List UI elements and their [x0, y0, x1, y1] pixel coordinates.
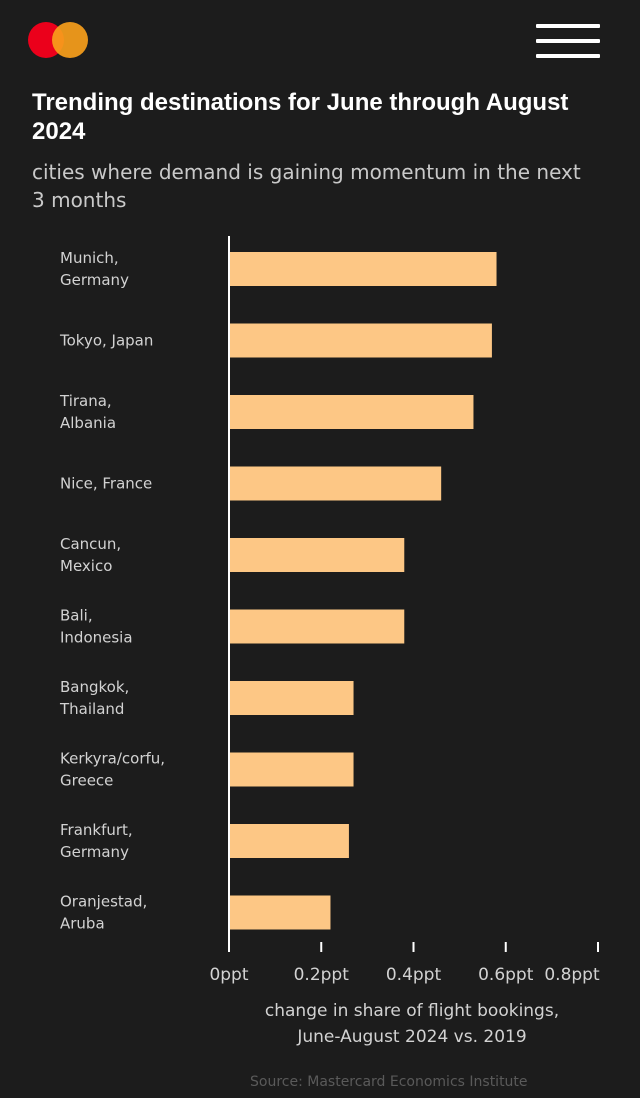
- category-label-line: Aruba: [60, 915, 105, 933]
- bar: [230, 824, 349, 858]
- bar: [230, 681, 354, 715]
- x-tick-label: 0.8ppt: [544, 965, 600, 985]
- bar: [230, 752, 354, 787]
- bar-chart: Munich, Germany Tokyo, Japan Tirana, Albania…: [59, 236, 600, 985]
- category-label-line: Indonesia: [60, 629, 133, 647]
- bar: [230, 538, 405, 572]
- menu-line: [536, 39, 600, 43]
- x-tick-label: 0.4ppt: [386, 965, 442, 985]
- category-label-line: Mexico: [60, 557, 112, 575]
- x-axis-label-line-1: change in share of flight bookings,: [264, 1001, 560, 1021]
- logo-orange-circle: [52, 22, 88, 58]
- x-tick-label: 0.6ppt: [478, 965, 534, 985]
- category-label-line: Nice, France: [60, 475, 152, 493]
- category-label-line: Cancun,: [60, 535, 121, 553]
- category-label: Tokyo, Japan: [59, 332, 153, 350]
- bar: [230, 323, 492, 358]
- x-tick-label: 0.2ppt: [294, 965, 350, 985]
- x-tick-label: 0ppt: [209, 965, 248, 985]
- x-axis-label-line-2: June-August 2024 vs. 2019: [297, 1027, 527, 1047]
- chart-title: Trending destinations for June through A…: [32, 89, 569, 145]
- category-label-line: Albania: [60, 414, 116, 432]
- bar: [230, 609, 405, 644]
- menu-line: [536, 54, 600, 58]
- category-label-line: Tirana,: [59, 392, 112, 410]
- category-label: Oranjestad, Aruba: [60, 893, 147, 933]
- category-label: Bali, Indonesia: [60, 607, 133, 647]
- bar: [230, 895, 331, 930]
- category-label-line: Kerkyra/corfu,: [60, 750, 165, 768]
- category-label: Kerkyra/corfu, Greece: [60, 750, 165, 790]
- category-label: Cancun, Mexico: [60, 535, 121, 575]
- category-label-line: Greece: [60, 772, 113, 790]
- hamburger-menu-icon[interactable]: [536, 22, 600, 60]
- bar: [230, 395, 474, 429]
- category-label: Tirana, Albania: [59, 392, 116, 432]
- category-label: Bangkok, Thailand: [59, 678, 129, 718]
- category-label-line: Germany: [60, 843, 129, 861]
- category-label-line: Oranjestad,: [60, 893, 147, 911]
- category-label: Nice, France: [60, 475, 152, 493]
- chart-subtitle: cities where demand is gaining momentum …: [32, 160, 581, 212]
- category-label-line: Tokyo, Japan: [59, 332, 153, 350]
- bar: [230, 466, 442, 501]
- category-label: Munich, Germany: [60, 249, 129, 289]
- category-label-line: Frankfurt,: [60, 821, 133, 839]
- menu-line: [536, 24, 600, 28]
- category-label-line: Munich,: [60, 249, 119, 267]
- category-label: Frankfurt, Germany: [60, 821, 133, 861]
- category-label-line: Bali,: [60, 607, 93, 625]
- category-label-line: Thailand: [59, 700, 124, 718]
- bar: [230, 252, 497, 286]
- category-label-line: Germany: [60, 271, 129, 289]
- x-axis-label: change in share of flight bookings, June…: [212, 998, 612, 1050]
- category-label-line: Bangkok,: [60, 678, 129, 696]
- source-note: Source: Mastercard Economics Institute: [250, 1074, 528, 1090]
- mastercard-logo-icon: [28, 22, 92, 60]
